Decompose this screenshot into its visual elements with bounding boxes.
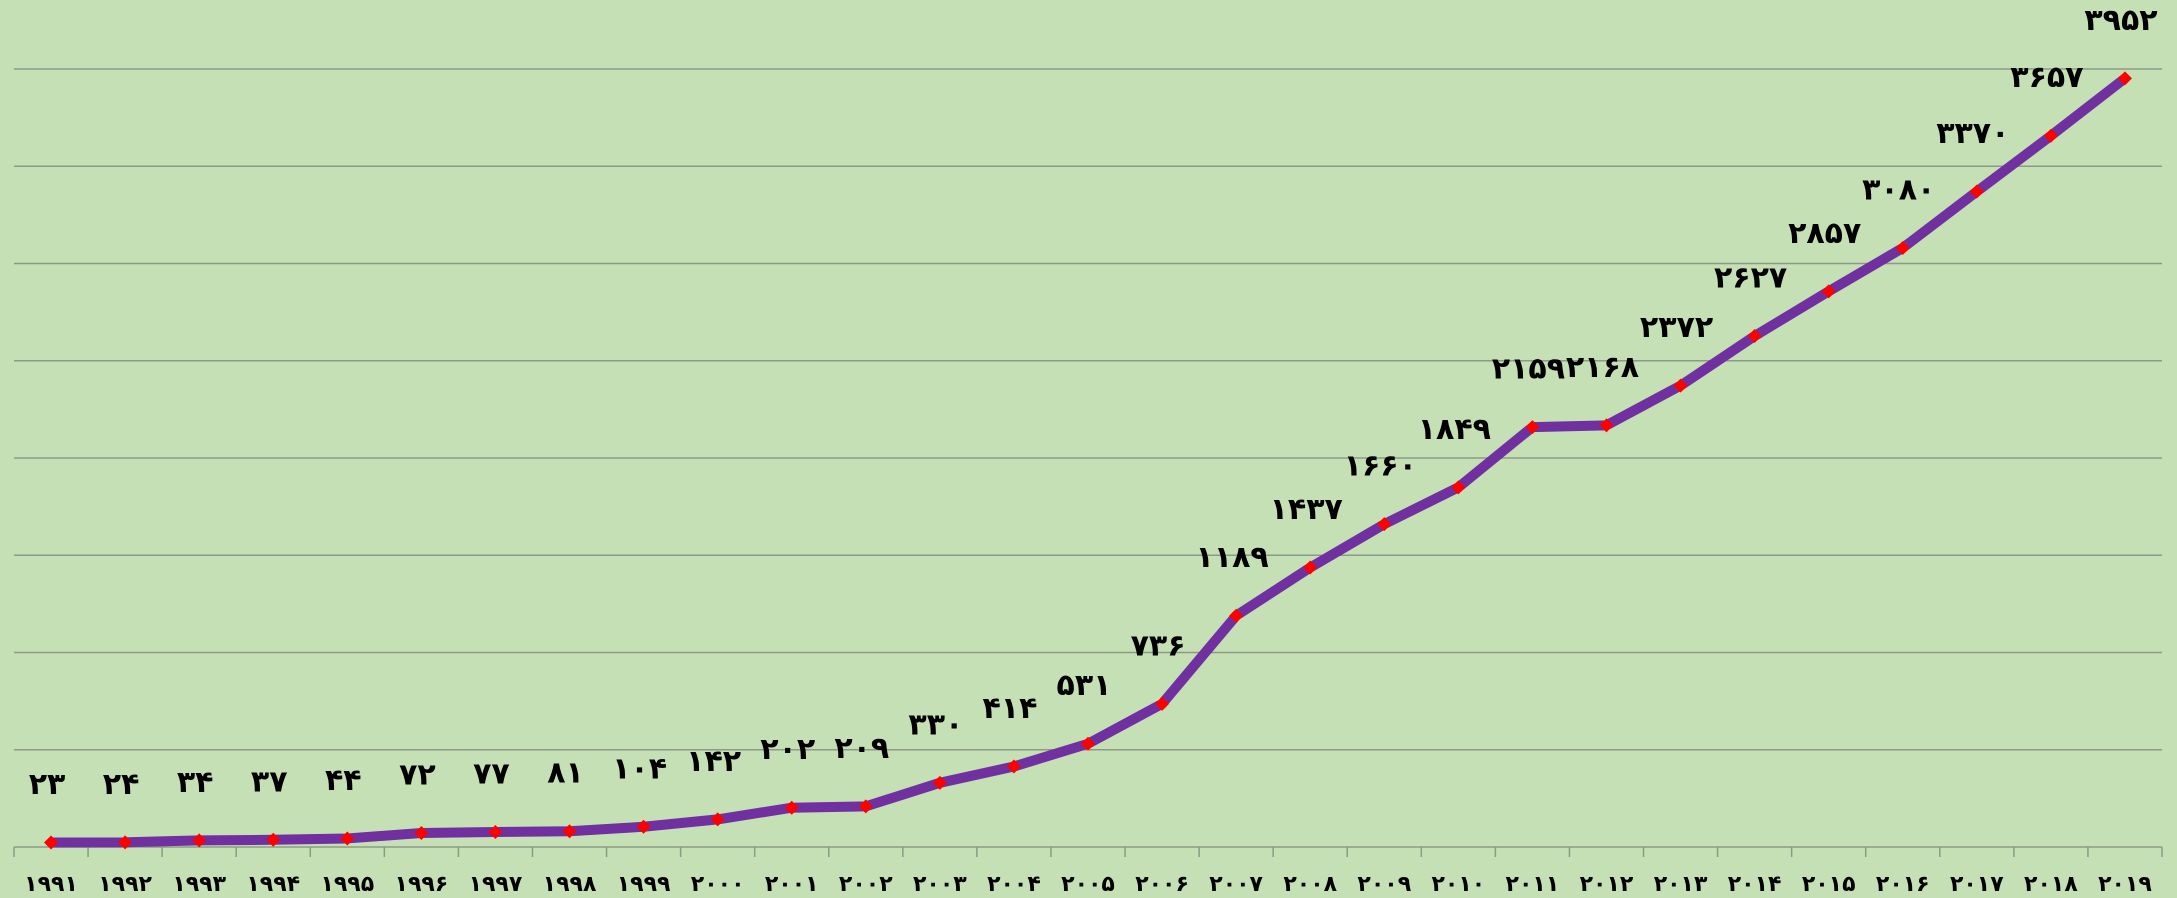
x-tick-label: ۱۹۹۱ [24,872,78,897]
marker [1525,420,1540,435]
value-label: ۲۰۹ [834,731,889,766]
value-label: ۸۱ [547,756,584,791]
marker [562,824,577,839]
value-label: ۷۲ [399,757,436,792]
marker [1895,240,1910,255]
x-tick-label: ۲۰۱۰ [1431,872,1485,897]
value-label: ۲۱۵۹ [1492,352,1565,387]
value-label: ۲۱۶۸ [1566,350,1639,385]
x-tick-label: ۲۰۱۶ [1876,872,1930,897]
marker [1599,418,1614,433]
x-tick-label: ۲۰۰۳ [913,872,967,897]
value-label: ۳۳۷۰ [1936,116,2009,151]
x-tick-label: ۱۹۹۶ [395,872,449,897]
marker [858,799,873,814]
x-tick-label: ۱۹۹۵ [320,872,374,897]
marker [636,819,651,834]
x-tick-label: ۱۹۹۹ [617,872,671,897]
marker [1081,736,1095,751]
marker [488,825,503,840]
marker [1303,560,1318,575]
marker [1747,329,1762,344]
marker [932,775,947,790]
x-tick-label: ۲۰۰۸ [1283,872,1337,897]
x-tick-label: ۲۰۱۱ [1506,872,1560,897]
marker [1673,378,1688,393]
value-label: ۵۳۱ [1057,668,1112,703]
marker [192,833,207,848]
marker [1229,608,1244,623]
value-label: ۱۰۴ [612,751,667,786]
value-label: ۱۸۴۹ [1418,412,1491,447]
x-tick-label: ۲۰۱۴ [1728,872,1782,897]
marker [1821,284,1836,299]
x-tick-label: ۱۹۹۸ [543,872,597,897]
x-tick-label: ۲۰۰۹ [1357,872,1411,897]
value-label: ۱۱۸۹ [1196,540,1269,575]
x-tick-label: ۲۰۰۷ [1209,872,1263,897]
marker [2117,71,2132,86]
marker [340,831,355,846]
x-tick-label: ۲۰۱۷ [1950,872,2004,897]
value-label: ۱۶۶۰ [1344,449,1417,484]
marker [414,825,429,840]
marker [710,812,725,827]
value-label: ۴۱۴ [982,691,1037,726]
value-label: ۲۳ [29,767,66,802]
value-label: ۴۴ [325,763,362,798]
value-label: ۲۰۲ [760,732,815,767]
marker [1969,184,1984,199]
x-tick-label: ۱۹۹۷ [469,872,523,897]
value-label: ۳۰۸۰ [1862,172,1935,207]
marker [1451,480,1466,495]
x-tick-label: ۱۹۹۳ [172,872,226,897]
marker [44,835,59,850]
marker [1155,696,1170,711]
marker [1006,759,1021,774]
value-label: ۷۷ [473,757,510,792]
value-label: ۳۴ [177,765,214,800]
value-label: ۲۸۵۷ [1788,216,1861,251]
x-tick-label: ۲۰۰۴ [987,872,1041,897]
x-tick-label: ۱۹۹۲ [98,872,152,897]
x-tick-label: ۱۹۹۴ [246,872,300,897]
x-tick-label: ۲۰۱۲ [1580,872,1634,897]
value-label: ۳۶۵۷ [2010,60,2083,95]
marker [784,800,799,815]
value-label: ۱۴۳۷ [1270,492,1343,527]
value-label: ۲۶۲۷ [1714,261,1787,296]
marker [2043,128,2058,143]
x-tick-label: ۲۰۰۰ [691,872,745,897]
value-label: ۳۹۵۲ [2084,3,2157,38]
value-label: ۱۴۲ [686,744,741,779]
x-tick-label: ۲۰۰۱ [765,872,819,897]
x-tick-label: ۲۰۱۹ [2098,872,2152,897]
value-label: ۳۷ [251,764,288,799]
marker [1377,517,1392,532]
value-label: ۷۳۶ [1131,628,1186,663]
data-line [51,74,2129,848]
marker [118,835,133,850]
x-tick-label: ۲۰۰۶ [1135,872,1189,897]
x-tick-label: ۲۰۱۸ [2024,872,2078,897]
x-tick-label: ۲۰۱۳ [1654,872,1708,897]
value-label: ۳۳۰ [908,707,963,742]
x-tick-label: ۲۰۰۲ [839,872,893,897]
value-label: ۲۴ [103,767,140,802]
marker [266,832,281,847]
value-label: ۲۳۷۲ [1640,310,1713,345]
x-tick-label: ۲۰۱۵ [1802,872,1856,897]
x-tick-label: ۲۰۰۵ [1061,872,1115,897]
